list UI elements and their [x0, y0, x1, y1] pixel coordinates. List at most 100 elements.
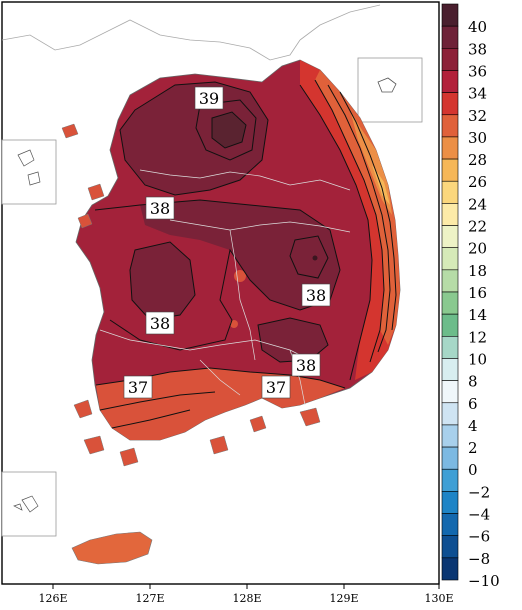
colorbar-swatch-14: [441, 313, 459, 337]
colorbar-swatch-10: [441, 225, 459, 248]
contour-39: [195, 99, 257, 161]
hot-region-east: [258, 318, 328, 362]
contour-label-4: 38: [150, 314, 170, 333]
colorbar-label-4: 32: [468, 107, 487, 125]
colorbar-swatch-16: [441, 358, 459, 381]
contour-40: [211, 111, 247, 149]
colorbar-swatch-15: [441, 336, 459, 359]
island-9: [299, 407, 321, 427]
province-boundary-2: [169, 219, 351, 233]
contour-34-east: [327, 84, 391, 353]
ulleungdo-outline: [377, 77, 397, 93]
colorbar-label-1: 38: [468, 40, 487, 58]
colorbar-swatch-4: [441, 92, 459, 116]
x-tick-label-128E: 128E: [232, 592, 261, 605]
colorbar-label-9: 22: [468, 218, 487, 236]
contour-label-box-2: [145, 196, 175, 220]
colorbar-swatch-23: [441, 513, 459, 536]
colorbar-label-21: −2: [468, 483, 490, 501]
inset-southwest: [1, 471, 57, 537]
colorbar-label-17: 6: [468, 395, 478, 413]
colorbar-label-25: −10: [468, 572, 500, 590]
island-4: [73, 399, 93, 419]
colorbar-swatch-21: [441, 468, 459, 492]
colorbar-label-24: −8: [468, 550, 490, 568]
island-1: [61, 123, 79, 139]
hot-region-west: [130, 242, 195, 320]
colorbar-swatch-0: [441, 3, 459, 27]
colorbar-label-18: 4: [468, 417, 478, 435]
colorbar-swatch-19: [441, 424, 459, 448]
contour-36-south: [99, 391, 216, 411]
contour-label-2: 38: [150, 199, 170, 218]
contour-label-group: 39 38 38 38 38 37 37: [123, 86, 331, 399]
hot-spot-2: [230, 320, 238, 328]
colorbar-label-6: 28: [468, 151, 487, 169]
contour-38-central: [94, 199, 341, 351]
colorbar-swatch-20: [441, 446, 459, 470]
band-east-34: [300, 60, 400, 380]
contour-label-box-1: [194, 86, 224, 110]
province-boundary-3: [229, 229, 256, 361]
colorbar-label-15: 10: [468, 350, 487, 368]
contour-label-box-7: [261, 375, 291, 399]
island-3: [77, 213, 93, 229]
colorbar-swatch-5: [441, 114, 459, 138]
island-6: [119, 447, 139, 467]
colorbar-label-2: 36: [468, 62, 487, 80]
contour-label-box-3: [301, 283, 331, 307]
x-tick-label-126E: 126E: [38, 592, 67, 605]
contour-label-box-5: [291, 353, 321, 377]
jeju-island: [71, 531, 153, 565]
contour-35-south: [111, 409, 191, 429]
colorbar-swatch-24: [441, 535, 459, 559]
contour-32-east: [339, 91, 397, 331]
colorbar-swatch-22: [441, 491, 459, 514]
colorbar-label-14: 12: [468, 328, 487, 346]
north-coast-outline: [299, 4, 381, 41]
contour-label-7: 37: [266, 378, 286, 397]
colorbar-swatch-3: [441, 70, 459, 93]
island-8: [249, 415, 267, 433]
x-tick-label-127E: 127E: [135, 592, 164, 605]
colorbar-swatch-9: [441, 203, 459, 226]
colorbar-label-3: 34: [468, 85, 487, 103]
colorbar-swatch-6: [441, 136, 459, 160]
colorbar-swatch-25: [441, 557, 459, 581]
colorbar-swatch-11: [441, 247, 459, 271]
colorbar-swatch-2: [441, 48, 459, 71]
colorbar-label-13: 14: [468, 306, 487, 324]
x-tick-label-130E: 130E: [424, 592, 453, 605]
x-tick-label-129E: 129E: [329, 592, 358, 605]
inset-west: [1, 139, 57, 205]
contour-label-3: 38: [306, 286, 326, 305]
colorbar-label-19: 2: [468, 439, 478, 457]
contour-38-east: [257, 317, 329, 363]
contour-38-west: [129, 241, 196, 321]
contour-35-east: [314, 79, 385, 363]
north-border-outline: [1, 19, 301, 61]
contour-label-box-6: [123, 375, 153, 399]
colorbar-swatch-12: [441, 269, 459, 293]
colorbar-label-0: 40: [468, 18, 487, 36]
island-2: [87, 183, 105, 201]
peak-region: [212, 112, 246, 148]
province-boundary-1: [139, 169, 351, 191]
colorbar-swatch-7: [441, 158, 459, 182]
province-boundary-5: [199, 359, 241, 396]
hot-region-north: [120, 82, 268, 195]
colorbar-label-12: 16: [468, 284, 487, 302]
contour-39-east: [289, 235, 329, 279]
colorbar-swatch-17: [441, 380, 459, 404]
contour-label-1: 39: [199, 89, 219, 108]
island-5: [83, 435, 105, 455]
colorbar-label-22: −4: [468, 506, 490, 524]
colorbar-label-23: −6: [468, 528, 490, 546]
x-axis: 126E 127E 128E 129E 130E: [38, 584, 454, 605]
colorbar-label-16: 8: [468, 373, 478, 391]
colorbar-swatch-8: [441, 180, 459, 204]
hot-region-central: [140, 200, 340, 310]
colorbar-label-5: 30: [468, 129, 487, 147]
colorbar-label-7: 26: [468, 173, 487, 191]
